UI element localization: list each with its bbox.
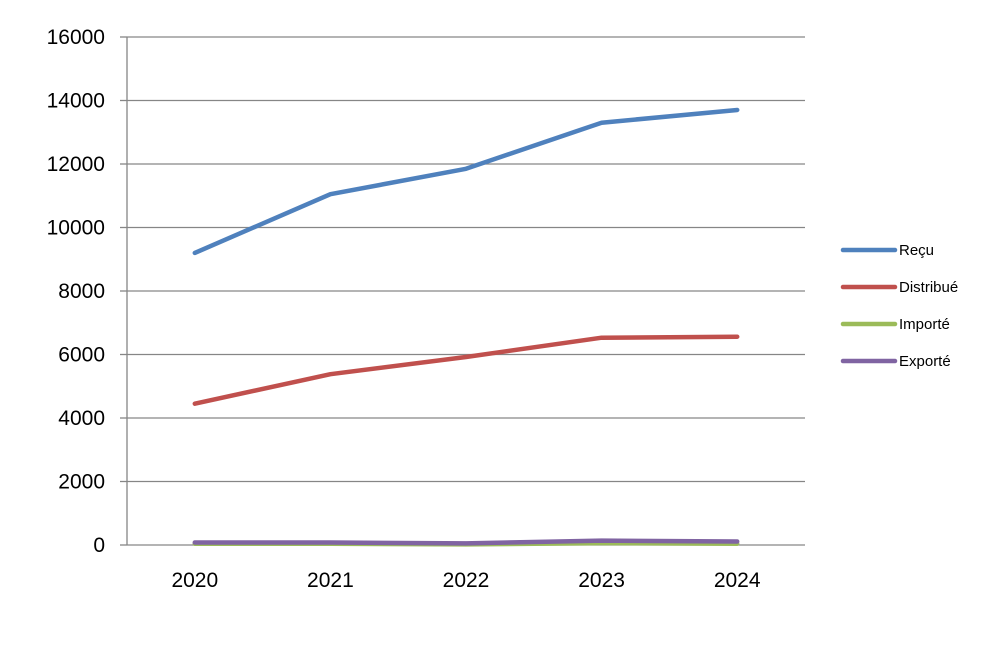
y-tick-label: 12000 [47, 153, 105, 176]
x-tick-label: 2022 [443, 569, 490, 592]
y-tick-label: 14000 [47, 90, 105, 113]
x-tick-label: 2020 [171, 569, 218, 592]
y-tick-label: 4000 [58, 407, 105, 430]
series-lines [192, 107, 740, 547]
y-tick-label: 10000 [47, 217, 105, 240]
gridlines [127, 36, 805, 483]
y-tick-label: 16000 [47, 26, 105, 49]
x-tick-label: 2021 [307, 569, 354, 592]
legend-label: Importé [899, 316, 950, 333]
legend: Reçu Distribué Importé Exporté [840, 242, 958, 370]
series-line-2 [192, 334, 740, 406]
y-tick-label: 0 [93, 534, 105, 557]
legend-label: Exporté [899, 353, 951, 370]
y-tick-label: 2000 [58, 471, 105, 494]
legend-label: Distribué [899, 279, 958, 296]
legend-label: Reçu [899, 242, 934, 259]
x-axis-ticks: 2020 2021 2022 2023 2024 [171, 569, 760, 592]
x-tick-label: 2023 [578, 569, 625, 592]
y-tick-label: 8000 [58, 280, 105, 303]
y-tick-label: 6000 [58, 344, 105, 367]
x-tick-label: 2024 [714, 569, 761, 592]
series-line-1 [192, 107, 740, 256]
series-line-4 [192, 538, 740, 546]
y-axis-ticks: 0 2000 4000 6000 8000 10000 12000 14000 16000 [47, 26, 127, 557]
